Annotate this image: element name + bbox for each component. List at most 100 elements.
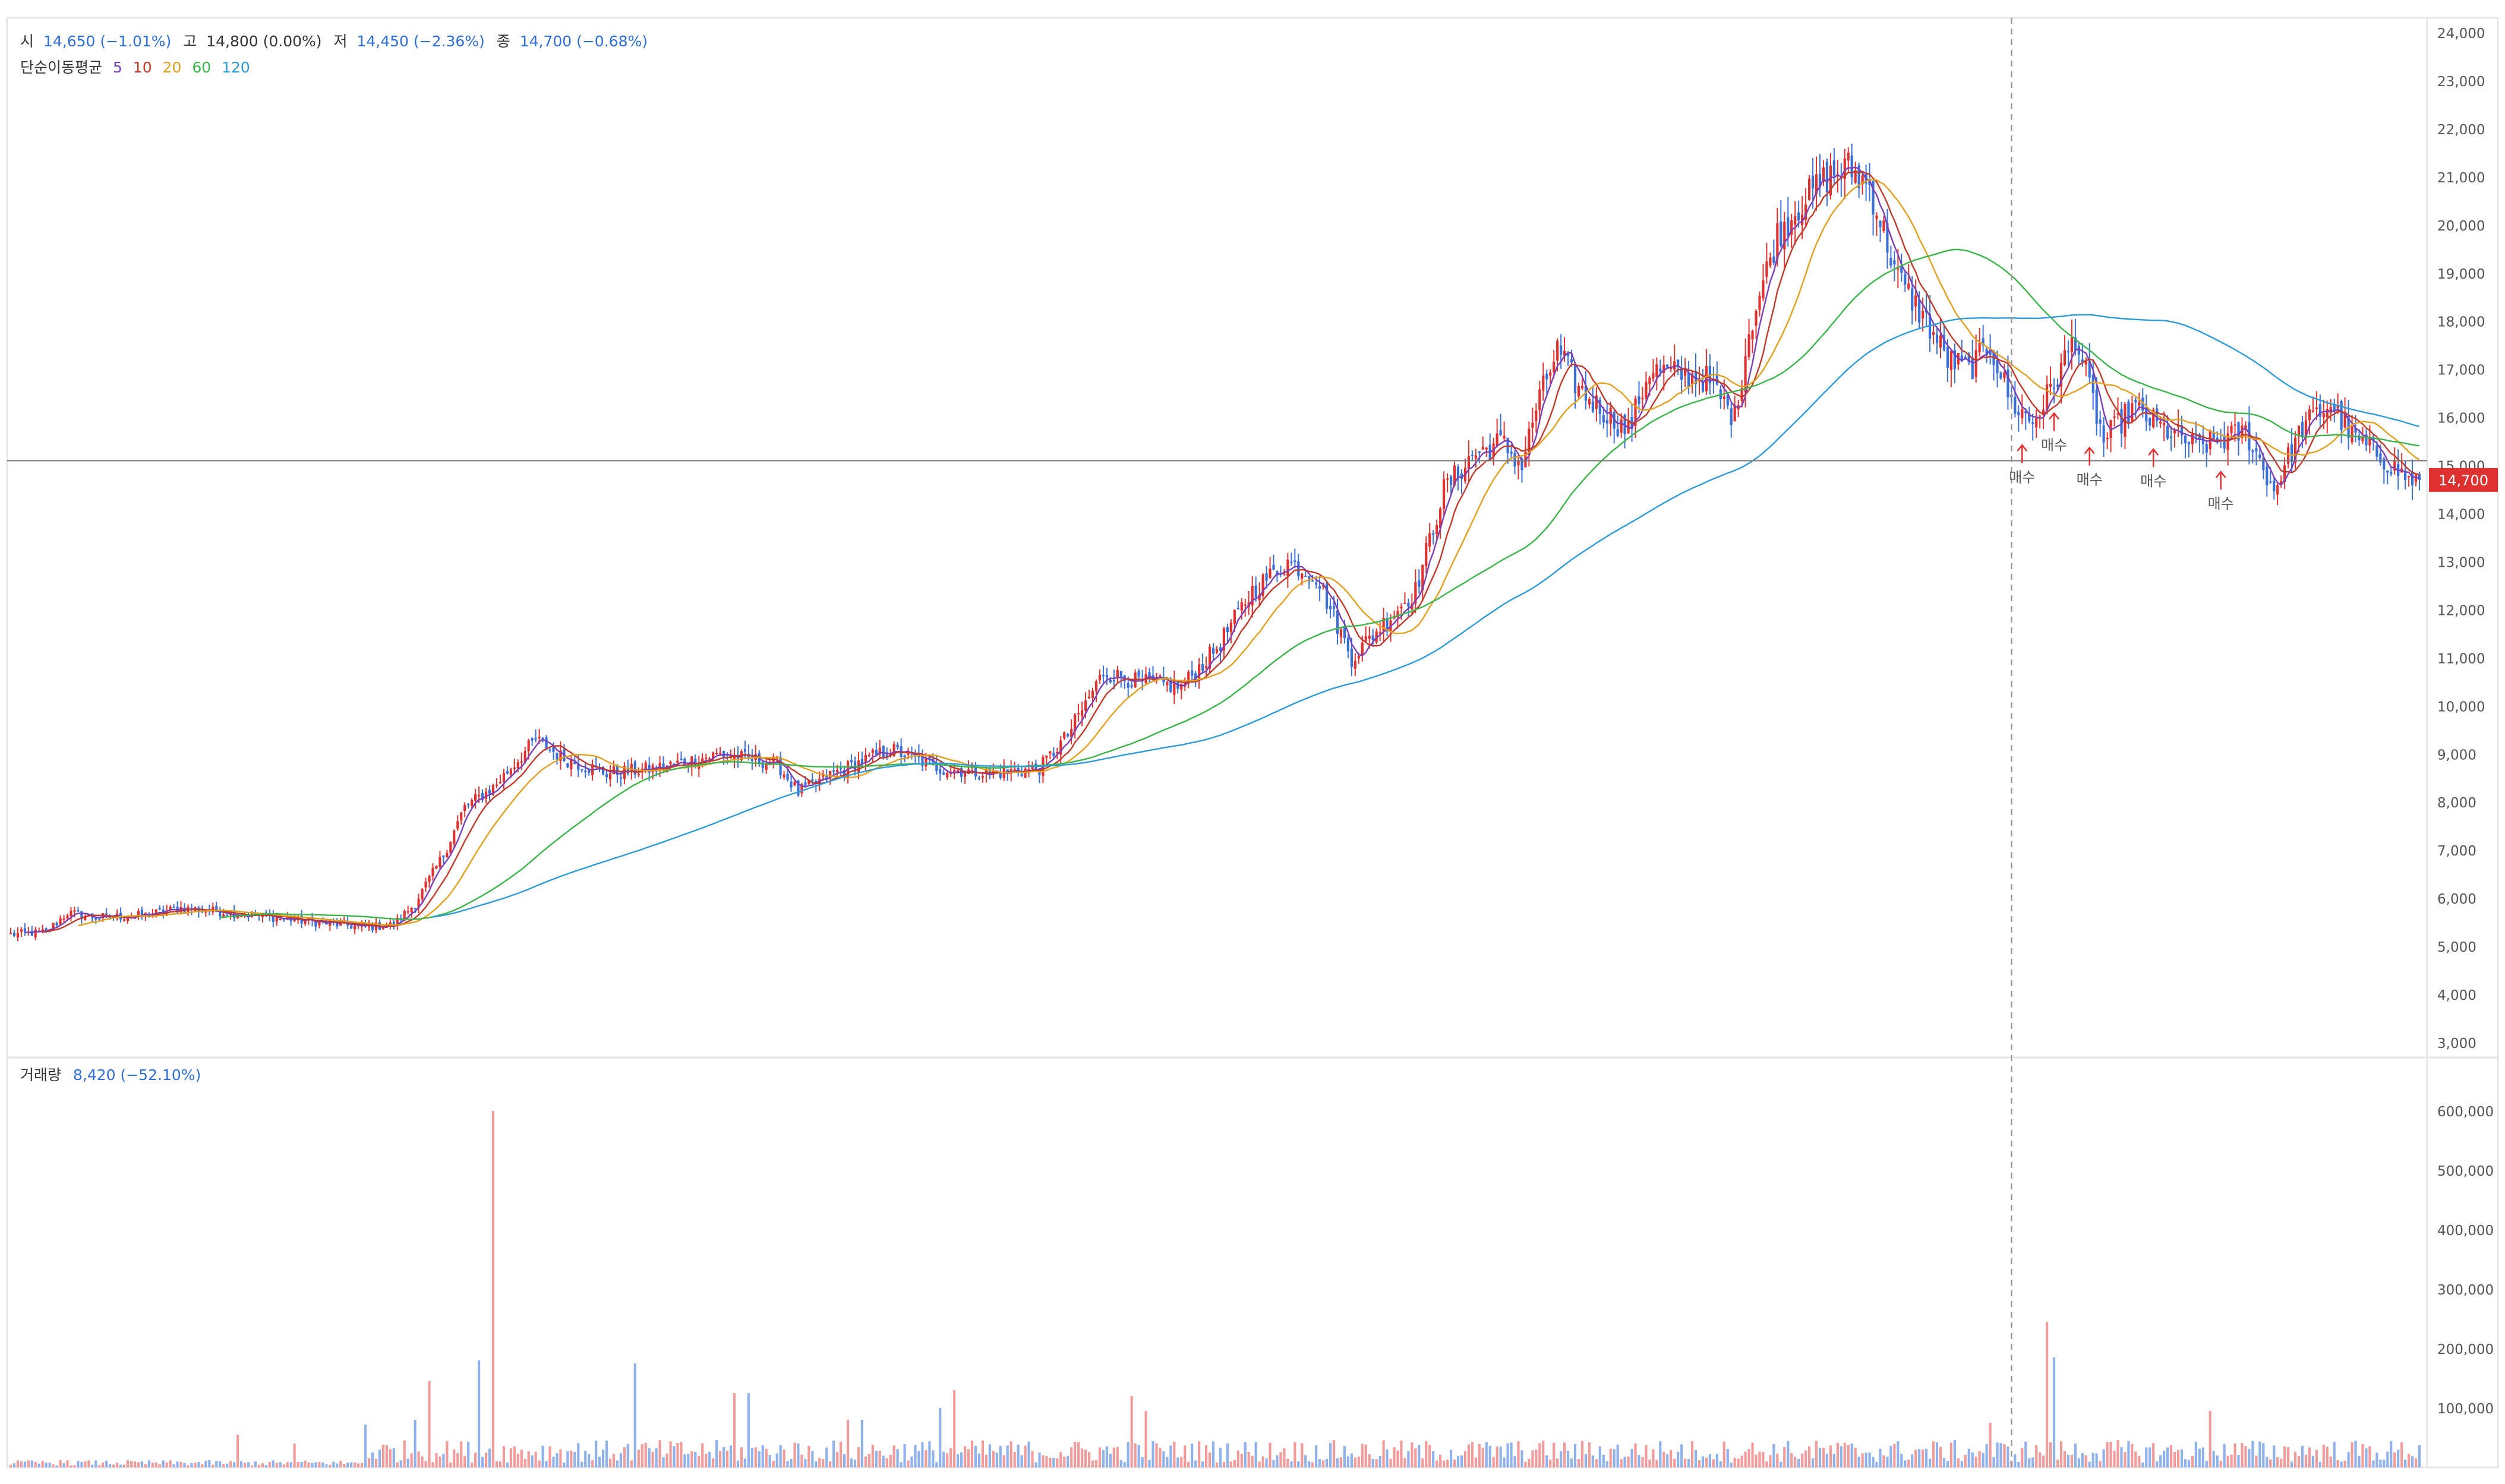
volume-pane[interactable]	[9, 1111, 2421, 1467]
volume-bar	[236, 1435, 239, 1467]
candle-body	[719, 753, 722, 754]
candle-body	[1371, 635, 1374, 640]
volume-bar	[2209, 1411, 2211, 1467]
volume-bar	[1638, 1455, 1640, 1467]
candle-body	[1166, 682, 1169, 686]
candle-body	[2184, 435, 2187, 444]
candle-body	[2067, 351, 2070, 353]
volume-bar	[91, 1464, 94, 1467]
volume-bar	[1623, 1457, 1626, 1467]
volume-bar	[105, 1460, 108, 1467]
volume-bar	[1566, 1450, 1570, 1467]
candle-body	[630, 763, 633, 772]
candle-body	[1861, 175, 1864, 184]
candle-body	[2244, 425, 2247, 429]
candle-body	[626, 768, 629, 773]
volume-bar	[233, 1462, 236, 1467]
open-label: 시	[20, 33, 34, 50]
volume-bar	[867, 1454, 870, 1467]
candle-body	[1456, 466, 1460, 478]
candle-body	[1790, 220, 1793, 235]
candle-body	[860, 759, 864, 765]
volume-bar	[389, 1449, 392, 1467]
volume-bar	[942, 1451, 945, 1467]
volume-bar	[1680, 1444, 1683, 1467]
candle-body	[963, 773, 967, 777]
volume-bar	[875, 1451, 878, 1467]
volume-bar	[995, 1453, 998, 1467]
candle-body	[1684, 368, 1687, 376]
candle-body	[1212, 648, 1215, 654]
candle-body	[474, 794, 477, 801]
volume-bar	[1520, 1450, 1523, 1467]
volume-bar	[2393, 1452, 2396, 1467]
volume-bar	[1332, 1440, 1336, 1467]
candle-body	[2233, 424, 2236, 426]
candle-body	[66, 915, 69, 919]
volume-bar	[1897, 1441, 1900, 1467]
volume-bar	[548, 1446, 551, 1467]
candle-body	[1474, 455, 1477, 459]
volume-bar	[1580, 1441, 1584, 1467]
candle-body	[715, 753, 718, 754]
candle-body	[1240, 602, 1243, 611]
volume-bar	[626, 1444, 629, 1467]
volume-bar	[406, 1458, 409, 1467]
candle-body	[162, 909, 165, 914]
volume-bar	[215, 1461, 218, 1467]
candle-body	[2266, 466, 2269, 486]
candle-body	[428, 876, 431, 882]
volume-bar	[2024, 1441, 2027, 1467]
candle-body	[2056, 384, 2059, 387]
candle-body	[435, 866, 438, 869]
ma20-line	[78, 178, 2420, 927]
volume-bar	[2163, 1450, 2166, 1467]
candle-body	[843, 770, 846, 775]
candle-body	[460, 812, 463, 820]
candle-body	[414, 908, 417, 910]
candle-body	[1386, 618, 1389, 629]
candle-body	[2326, 409, 2329, 418]
candle-body	[1747, 334, 1750, 357]
candle-body	[442, 855, 445, 858]
volume-bar	[1517, 1441, 1520, 1467]
volume-bar	[889, 1454, 892, 1467]
candle-body	[743, 749, 746, 752]
volume-bar	[502, 1446, 505, 1467]
candle-body	[2283, 465, 2286, 482]
volume-bar	[343, 1463, 346, 1467]
candle-body	[2120, 409, 2123, 434]
volume-bar	[1155, 1443, 1158, 1467]
volume-bar	[1616, 1444, 1619, 1467]
candle-body	[2205, 444, 2208, 453]
candle-body	[1229, 623, 1232, 632]
candle-body	[2280, 481, 2283, 484]
volume-bar	[1318, 1458, 1321, 1467]
volume-bar	[2102, 1449, 2105, 1467]
candle-body	[758, 753, 761, 765]
candle-body	[1616, 429, 1619, 436]
volume-bar	[1024, 1445, 1027, 1467]
price-tick-label: 11,000	[2437, 651, 2485, 667]
candle-body	[169, 907, 172, 911]
candle-body	[1850, 155, 1853, 178]
price-pane[interactable]	[9, 143, 2421, 942]
volume-bar	[1148, 1460, 1151, 1467]
volume-bar	[1315, 1445, 1318, 1467]
volume-bar	[385, 1445, 388, 1467]
candle-body	[2343, 414, 2346, 428]
volume-bar	[1722, 1441, 1725, 1467]
volume-bar	[1077, 1442, 1080, 1467]
volume-bar	[1414, 1448, 1417, 1467]
candle-body	[520, 761, 523, 763]
price-tick-label: 14,000	[2437, 507, 2485, 523]
volume-bar	[1613, 1449, 1616, 1467]
volume-bar	[1829, 1445, 1832, 1467]
volume-bar	[2169, 1445, 2173, 1467]
candle-body	[725, 754, 729, 756]
volume-bar	[165, 1462, 168, 1467]
candle-body	[601, 767, 605, 775]
volume-bar	[1535, 1449, 1538, 1467]
ma-legend-20: 20	[163, 59, 182, 76]
